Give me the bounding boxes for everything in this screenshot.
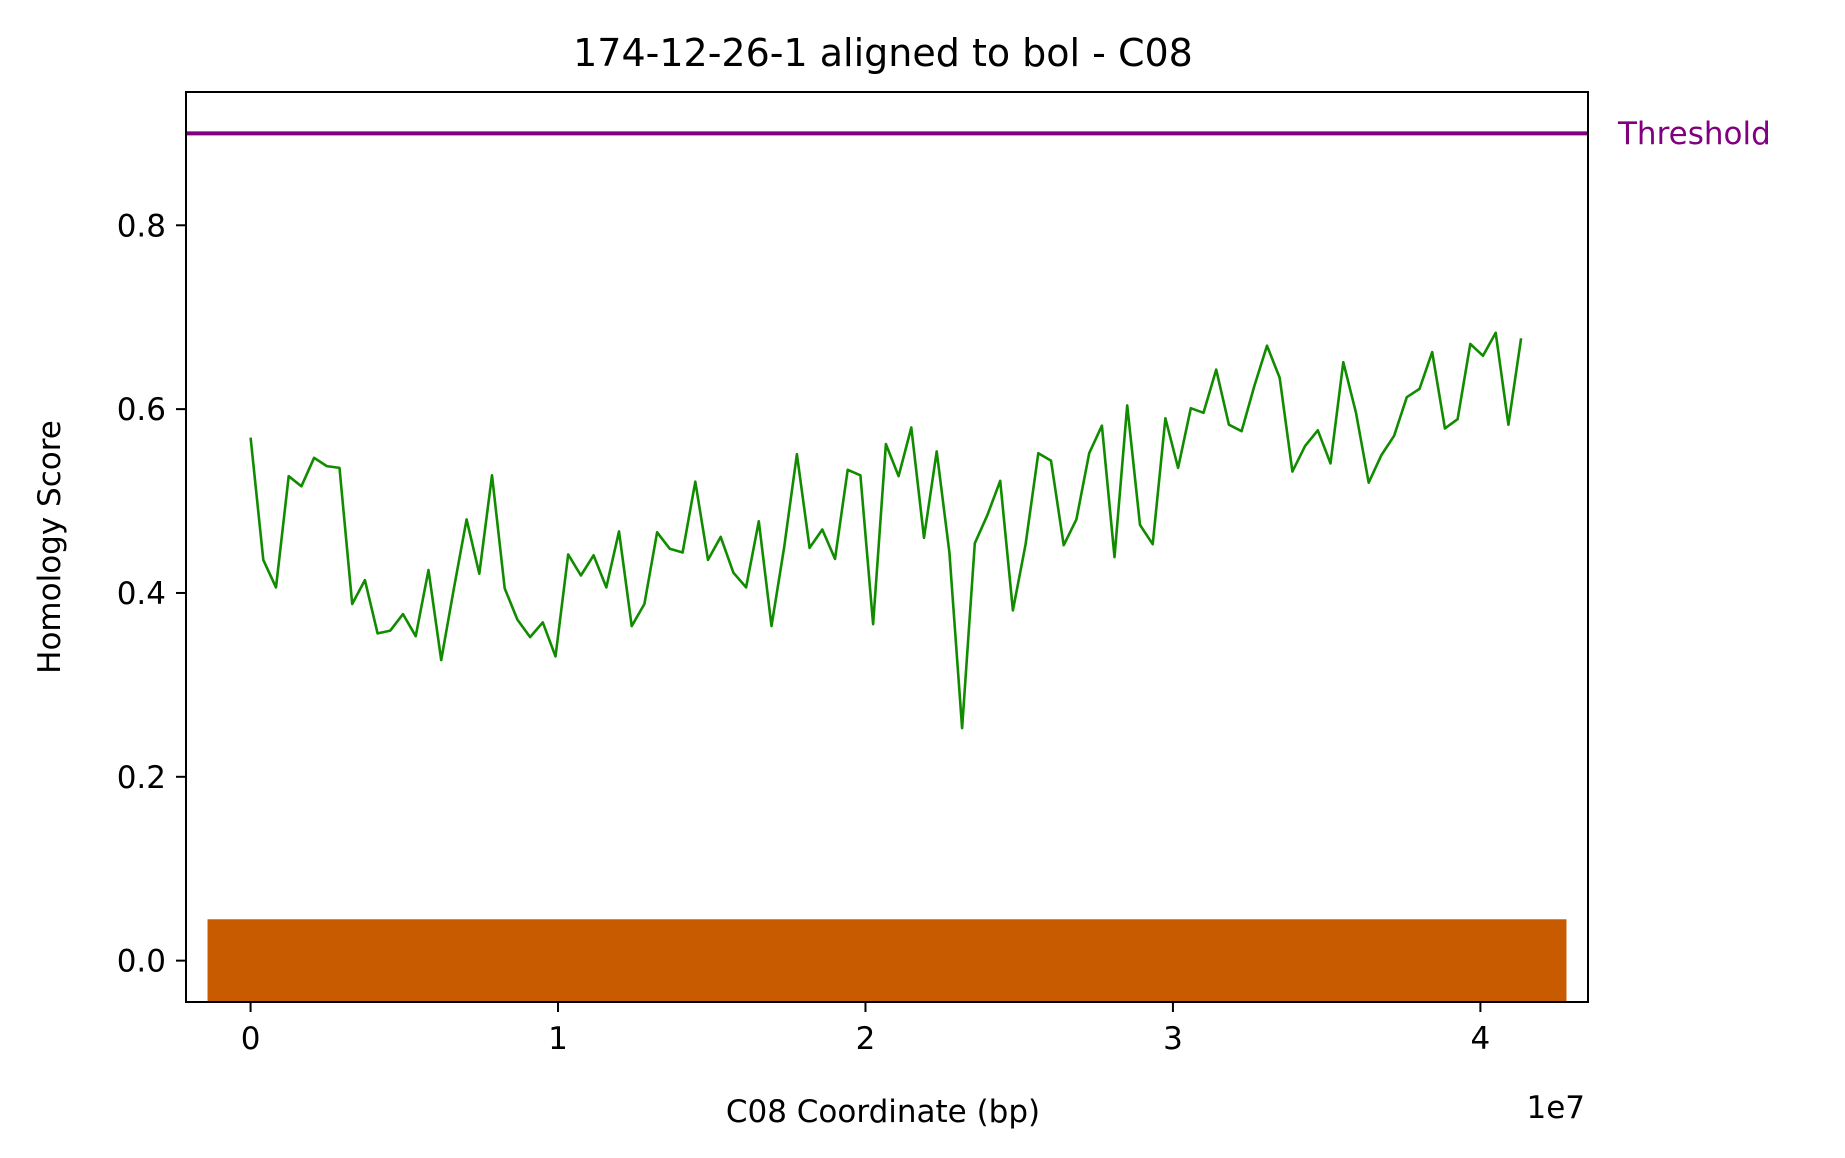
threshold-label: Threshold — [1617, 116, 1771, 152]
coverage-band — [207, 919, 1567, 1002]
threshold-layer: Threshold — [186, 116, 1771, 152]
y-tick-label: 0.0 — [117, 944, 166, 980]
series-line-0 — [249, 331, 1523, 730]
y-tick-label: 0.8 — [117, 208, 166, 244]
x-tick-label: 3 — [1163, 1021, 1183, 1057]
band-layer — [207, 919, 1567, 1002]
y-axis-ticks: 0.0 0.2 0.4 0.6 0.8 — [117, 208, 186, 980]
plot-frame — [185, 91, 1589, 1003]
x-tick-label: 0 — [241, 1021, 261, 1057]
chart-title: 174-12-26-1 aligned to bol - C08 — [573, 31, 1193, 75]
x-axis-offset-label: 1e7 — [1526, 1090, 1585, 1126]
y-tick-label: 0.4 — [117, 576, 166, 612]
x-tick-label: 2 — [856, 1021, 876, 1057]
y-tick-label: 0.6 — [117, 392, 166, 428]
series-layer — [249, 331, 1523, 730]
x-tick-label: 4 — [1471, 1021, 1491, 1057]
y-axis-label: Homology Score — [32, 420, 68, 674]
x-tick-label: 1 — [548, 1021, 568, 1057]
y-tick-label: 0.2 — [117, 760, 166, 796]
x-axis-ticks: 0 1 2 3 4 — [241, 1002, 1491, 1057]
x-axis-label: C08 Coordinate (bp) — [726, 1094, 1040, 1130]
